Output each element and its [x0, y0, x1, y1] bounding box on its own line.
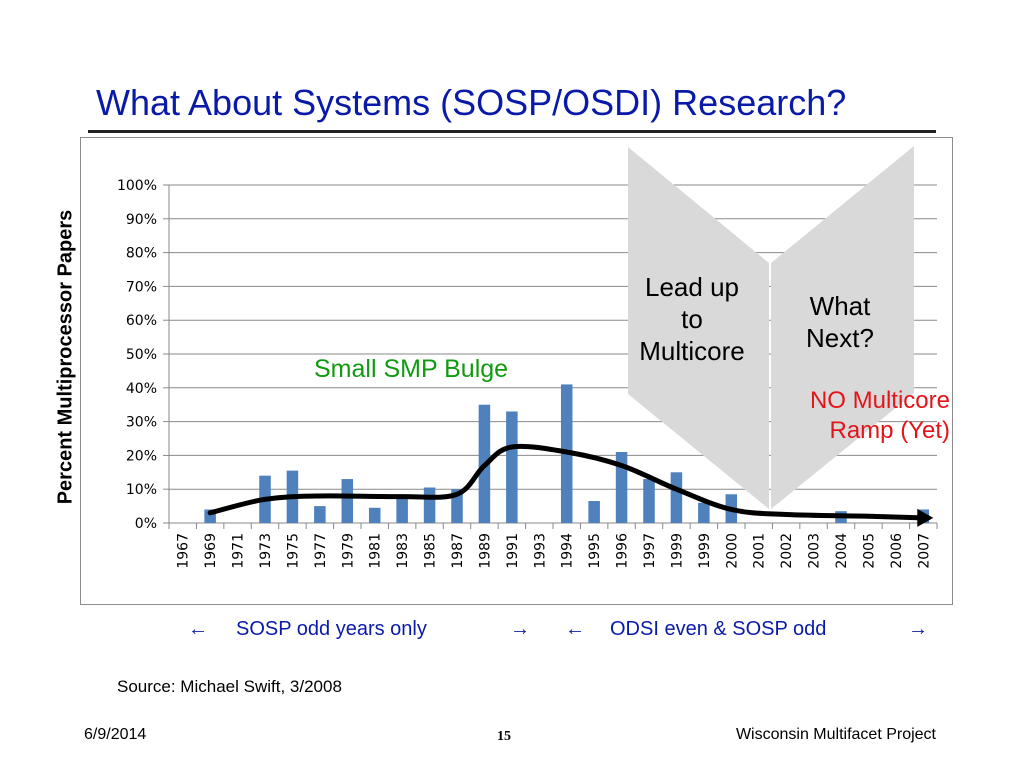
no-multicore-line-2: Ramp (Yet) — [829, 417, 951, 444]
bar — [451, 489, 463, 523]
x-tick-label: 1993 — [532, 533, 548, 569]
lead-up-label: Lead up to Multicore — [622, 271, 762, 367]
what-next-line-2: Next? — [806, 323, 874, 353]
x-tick-label: 1991 — [505, 533, 521, 569]
arrow-left-icon: ← — [565, 618, 585, 640]
bar — [341, 479, 354, 523]
bar — [396, 497, 408, 523]
x-tick-label: 1994 — [560, 533, 576, 569]
lead-up-line-3: Multicore — [639, 336, 745, 366]
x-tick-label: 1981 — [368, 533, 384, 569]
x-tick-label: 1987 — [450, 533, 466, 569]
bar — [204, 509, 216, 523]
what-next-chevron — [771, 146, 914, 509]
y-tick-label: 10% — [126, 482, 157, 498]
bar — [588, 501, 600, 523]
footer-page-number: 15 — [497, 729, 511, 744]
x-tick-label: 1985 — [423, 533, 439, 569]
lead-up-line-1: Lead up — [645, 272, 739, 302]
sosp-period-label: SOSP odd years only — [236, 618, 427, 640]
x-tick-label: 1996 — [615, 533, 631, 569]
footer-organization: Wisconsin Multifacet Project — [735, 726, 936, 743]
x-tick-label: 1997 — [642, 533, 658, 569]
x-tick-label: 1989 — [477, 533, 493, 569]
x-tick-label: 2002 — [779, 533, 795, 569]
x-tick-label: 1979 — [340, 533, 356, 569]
bar-chart: 0% 10% 20% 30% 40% 50% 60% 70% 80% 90% 100% 1967 196… — [117, 146, 938, 569]
slide-title: What About Systems (SOSP/OSDI) Research? — [96, 82, 847, 123]
y-tick-label: 60% — [126, 313, 157, 329]
x-tick-label: 1969 — [203, 533, 219, 569]
x-tick-label: 1999 — [669, 533, 685, 569]
y-tick-label: 50% — [126, 347, 157, 363]
title-rule — [88, 130, 936, 133]
bar — [615, 452, 628, 523]
y-tick-label: 30% — [126, 415, 157, 431]
x-tick-label: 1995 — [587, 533, 603, 569]
y-tick-label: 90% — [126, 212, 157, 228]
x-tick-label: 1975 — [285, 533, 301, 569]
lead-up-line-2: to — [681, 304, 703, 334]
x-tick-label: 2003 — [807, 533, 823, 569]
no-multicore-line-1: NO Multicore — [809, 387, 950, 414]
y-tick-label: 70% — [126, 279, 157, 295]
y-axis-label-text: Percent Multiprocessor Papers — [54, 209, 77, 505]
y-tick-label: 0% — [135, 516, 157, 532]
x-tick-label: 1977 — [313, 533, 329, 569]
arrow-left-icon: ← — [188, 618, 208, 640]
smp-bulge-label: Small SMP Bulge — [314, 355, 509, 383]
x-tick-label: 2000 — [724, 533, 740, 569]
y-tick-label: 20% — [126, 448, 157, 464]
x-tick-label: 2006 — [889, 533, 905, 569]
x-tick-label: 2007 — [916, 533, 932, 569]
no-multicore-label: NO Multicore Ramp (Yet) — [810, 386, 950, 446]
what-next-label: What Next? — [775, 290, 905, 354]
y-tick-label: 80% — [126, 246, 157, 262]
trend-arrowhead-icon — [917, 508, 934, 527]
x-tick-label: 1971 — [231, 533, 247, 569]
lead-up-chevron — [628, 147, 769, 509]
y-tick-label: 100% — [117, 178, 157, 194]
arrow-right-icon: → — [510, 618, 530, 640]
x-tick-label: 1973 — [258, 533, 274, 569]
footer-date: 6/9/2014 — [84, 726, 147, 743]
bar — [698, 502, 710, 523]
arrow-right-icon: → — [908, 618, 928, 640]
bar — [368, 507, 381, 523]
bar — [423, 487, 436, 523]
x-tick-label: 1983 — [395, 533, 411, 569]
bar — [670, 472, 683, 523]
x-tick-label: 1999 — [697, 533, 713, 569]
source-note: Source: Michael Swift, 3/2008 — [117, 677, 342, 696]
bar — [314, 506, 326, 523]
x-tick-label: 2001 — [752, 533, 768, 569]
trend-line — [207, 443, 926, 521]
x-tick-label: 2005 — [861, 533, 877, 569]
y-tick-label: 40% — [126, 381, 157, 397]
chart-frame: 0% 10% 20% 30% 40% 50% 60% 70% 80% 90% 100% 1967 196… — [80, 137, 953, 605]
odsi-period-label: ODSI even & SOSP odd — [610, 618, 827, 640]
what-next-line-1: What — [809, 291, 871, 321]
x-tick-label: 2004 — [834, 533, 850, 569]
x-tick-label: 1967 — [176, 533, 192, 569]
bar — [643, 479, 655, 523]
bar — [506, 411, 518, 523]
